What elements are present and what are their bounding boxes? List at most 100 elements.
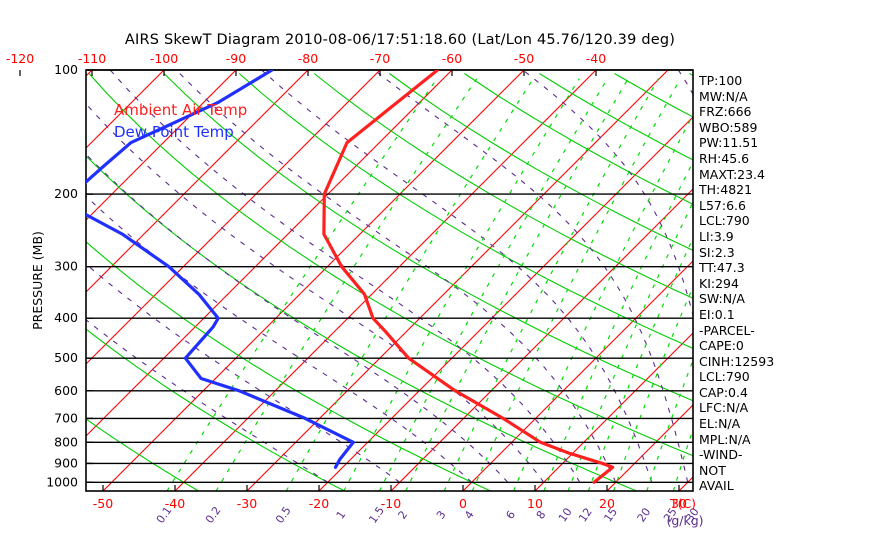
dry-adiabat: [86, 418, 199, 491]
stat-item: CAPE:0: [699, 338, 744, 354]
stat-item: LI:3.9: [699, 228, 734, 244]
mixing-ratio-label: 4: [462, 508, 477, 521]
isotherm: [606, 404, 693, 491]
stat-item: SW:N/A: [699, 291, 745, 307]
bottom-temp-label: -20: [309, 496, 329, 511]
temp-unit-label: T(C): [669, 496, 696, 511]
moist-adiabat: [175, 70, 617, 483]
pressure-label: 100: [54, 62, 78, 77]
plot-frame: [85, 69, 694, 492]
mixing-ratio-label: 12: [576, 506, 595, 525]
stats-panel: TP:100 MW:N/A FRZ:666 WBO:589 PW:11.51 RH:45.…: [699, 73, 870, 494]
bottom-temp-label: 0: [459, 496, 467, 511]
stat-item: FRZ:666: [699, 104, 752, 120]
isotherm: [318, 116, 693, 491]
isotherm: [0, 70, 20, 491]
stat-item: LFC:N/A: [699, 400, 749, 416]
pressure-label: 900: [54, 455, 78, 470]
stat-item: TP:100: [699, 73, 743, 88]
grid-lines: [0, 70, 693, 491]
isotherm: [86, 70, 93, 77]
mixing-ratio-label-group: 12: [576, 506, 595, 525]
bottom-temp-label: 20: [599, 496, 615, 511]
stat-item: NOT: [699, 462, 726, 478]
mixing-ratio-label: 10: [556, 506, 575, 525]
mixing-ratio-label-group: 6: [503, 508, 518, 521]
stat-item: L57:6.6: [699, 197, 746, 213]
stat-item: TT:47.3: [699, 260, 745, 276]
pressure-label: 800: [54, 434, 78, 449]
isotherm: [174, 70, 597, 491]
mixing-ratio-line: [471, 78, 681, 491]
top-temp-label: -110: [78, 51, 106, 66]
isotherm: [246, 70, 669, 491]
stat-item: MAXT:23.4: [699, 166, 765, 182]
moist-adiabat: [522, 70, 693, 318]
bottom-temp-label: -10: [381, 496, 401, 511]
stat-item: RH:45.6: [699, 150, 750, 166]
isotherm: [534, 332, 693, 491]
bottom-temp-label: -40: [165, 496, 185, 511]
stat-item: LCL:790: [699, 213, 750, 229]
top-temp-label: -80: [298, 51, 318, 66]
page-title: AIRS SkewT Diagram 2010-08-06/17:51:18.6…: [124, 32, 676, 48]
moist-adiabat: [86, 103, 545, 483]
mixing-unit-label: (g/kg): [666, 513, 703, 528]
isotherm: [102, 70, 525, 491]
dry-adiabat: [313, 73, 693, 299]
mixing-ratio-line: [405, 78, 629, 491]
moist-adiabat: [86, 263, 401, 483]
stat-item: TH:4821: [699, 182, 753, 198]
mixing-ratio-label-group: 4: [462, 508, 477, 521]
dry-adiabat: [86, 328, 345, 491]
mixing-ratio-label: 0.2: [203, 504, 224, 526]
mixing-ratio-label: 6: [503, 508, 518, 521]
stat-item: -PARCEL-: [699, 322, 755, 338]
stat-item: PW:11.51: [699, 135, 759, 151]
dry-adiabat: [163, 73, 693, 402]
top-temp-label: -60: [442, 51, 462, 66]
top-temp-label: -90: [226, 51, 246, 66]
dry-adiabat: [388, 73, 693, 251]
stat-item: CAP:0.4: [699, 384, 748, 400]
mixing-ratio-label: 2: [396, 508, 411, 521]
top-temp-label: -70: [370, 51, 390, 66]
moist-adiabat: [374, 70, 689, 483]
mixing-ratio-line: [285, 78, 534, 491]
pressure-label: 200: [54, 186, 78, 201]
sounding-curve: [322, 70, 615, 484]
mixing-ratio-line: [166, 78, 438, 491]
mixing-ratio-label-group: 3: [434, 508, 449, 521]
top-temp-label: -40: [586, 51, 606, 66]
isotherm: [86, 70, 381, 365]
pressure-label: 500: [54, 350, 78, 365]
stat-item: EI:0.1: [699, 306, 735, 322]
mixing-ratio-label: 0.5: [273, 504, 294, 526]
mixing-ratio-label: 3: [434, 508, 449, 521]
stat-item: AVAIL: [699, 478, 734, 494]
y-axis-title: PRESSURE (MB): [30, 231, 45, 330]
pressure-label: 400: [54, 310, 78, 325]
pressure-label: 600: [54, 383, 78, 398]
top-temp-label: -50: [514, 51, 534, 66]
legend-dew-point-temp: Dew Point Temp: [114, 123, 234, 141]
mixing-ratio-label: 1: [334, 508, 349, 521]
stat-item: MW:N/A: [699, 88, 748, 104]
isotherm: [86, 70, 237, 221]
dry-adiabat: [86, 155, 637, 491]
sounding-curve: [86, 70, 355, 469]
pressure-label: 1000: [46, 474, 78, 489]
mixing-ratio-line: [343, 78, 580, 491]
mixing-ratio-label-group: 10: [556, 506, 575, 525]
dry-adiabat: [86, 241, 491, 491]
bottom-temp-label: 30: [671, 496, 687, 511]
mixing-ratio-label-group: 1: [334, 508, 349, 521]
bottom-temp-label: -50: [93, 496, 113, 511]
stat-item: LCL:790: [699, 369, 750, 385]
mixing-ratio-line: [646, 358, 693, 491]
mixing-ratio-label: 20: [635, 506, 654, 525]
stat-item: CINH:12593: [699, 353, 775, 369]
bottom-temp-label: -30: [237, 496, 257, 511]
